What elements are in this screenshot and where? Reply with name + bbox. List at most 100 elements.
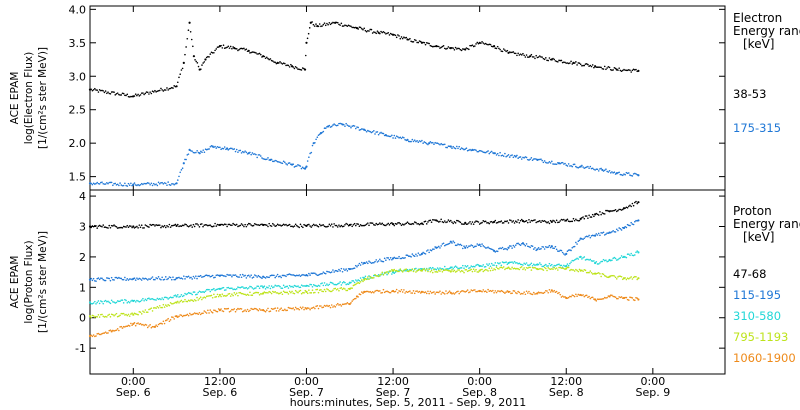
data-point <box>185 275 188 278</box>
data-point <box>125 184 127 187</box>
data-point <box>535 267 537 270</box>
data-point <box>599 66 601 69</box>
data-point <box>292 163 295 166</box>
data-point <box>557 250 559 252</box>
data-point <box>207 295 209 297</box>
data-point <box>96 227 99 229</box>
data-point <box>114 225 117 227</box>
data-point <box>412 40 415 43</box>
data-point <box>154 298 156 301</box>
data-point <box>238 286 240 289</box>
data-point <box>495 222 498 224</box>
data-point <box>97 225 100 227</box>
data-point <box>133 312 136 315</box>
data-point <box>612 229 614 232</box>
data-point <box>572 245 575 248</box>
data-point <box>174 278 177 281</box>
data-point <box>268 290 270 293</box>
data-point <box>91 225 94 227</box>
data-point <box>217 308 220 310</box>
data-point <box>143 311 145 313</box>
data-point <box>101 313 103 316</box>
data-point <box>186 300 189 303</box>
data-point <box>308 289 310 291</box>
data-point <box>600 213 602 216</box>
data-point <box>333 223 335 225</box>
data-point <box>215 288 218 291</box>
data-point <box>304 285 307 287</box>
data-point <box>546 59 548 62</box>
data-point <box>359 26 362 29</box>
data-point <box>429 140 432 143</box>
data-point <box>591 273 594 275</box>
data-point <box>635 200 637 203</box>
data-point <box>264 277 267 279</box>
data-point <box>540 291 542 294</box>
data-point <box>256 224 258 226</box>
data-point <box>357 28 359 30</box>
data-point <box>321 272 323 275</box>
data-point <box>523 221 525 223</box>
data-point <box>231 147 233 150</box>
data-point <box>404 292 406 294</box>
data-point <box>418 268 421 271</box>
data-point <box>506 267 509 270</box>
data-point <box>589 236 592 239</box>
data-point <box>116 92 119 94</box>
data-point <box>437 268 440 271</box>
data-point <box>232 222 234 225</box>
data-point <box>107 314 109 317</box>
data-point <box>250 294 252 297</box>
data-point <box>327 305 329 308</box>
data-point <box>274 290 277 293</box>
data-point <box>583 237 586 240</box>
data-point <box>415 253 417 256</box>
data-point <box>593 260 595 262</box>
data-point <box>403 257 405 259</box>
data-point <box>253 287 256 290</box>
data-point <box>351 268 353 270</box>
data-point <box>98 183 101 185</box>
data-point <box>155 91 157 93</box>
data-point <box>595 272 598 275</box>
data-point <box>631 223 634 225</box>
data-point <box>423 220 426 223</box>
data-point <box>578 294 581 296</box>
data-point <box>257 224 260 226</box>
data-point <box>118 315 120 317</box>
data-point <box>310 272 313 274</box>
data-point <box>201 291 203 293</box>
data-point <box>535 292 537 295</box>
data-point <box>341 270 344 273</box>
data-point <box>280 307 283 309</box>
data-point <box>625 206 628 209</box>
data-point <box>595 233 598 235</box>
data-point <box>136 184 138 187</box>
data-point <box>625 278 628 281</box>
data-point <box>596 168 599 171</box>
legend-title: Energy range <box>733 24 800 38</box>
data-point <box>581 269 583 272</box>
data-point <box>145 225 148 227</box>
data-point <box>130 278 132 280</box>
data-point <box>507 246 510 249</box>
data-point <box>443 244 446 247</box>
data-point <box>108 181 111 184</box>
data-point <box>542 269 545 271</box>
data-point <box>95 280 97 282</box>
data-point <box>168 304 171 307</box>
data-point <box>102 182 105 185</box>
data-point <box>288 290 291 293</box>
data-point <box>250 274 252 277</box>
data-point <box>528 159 530 161</box>
data-point <box>196 149 198 152</box>
data-point <box>516 154 518 157</box>
data-point <box>632 254 635 257</box>
data-point <box>486 150 488 153</box>
data-point <box>359 264 362 266</box>
data-point <box>391 290 393 293</box>
data-point <box>354 279 357 281</box>
data-point <box>469 291 471 293</box>
data-point <box>631 278 634 280</box>
data-point <box>136 225 138 228</box>
